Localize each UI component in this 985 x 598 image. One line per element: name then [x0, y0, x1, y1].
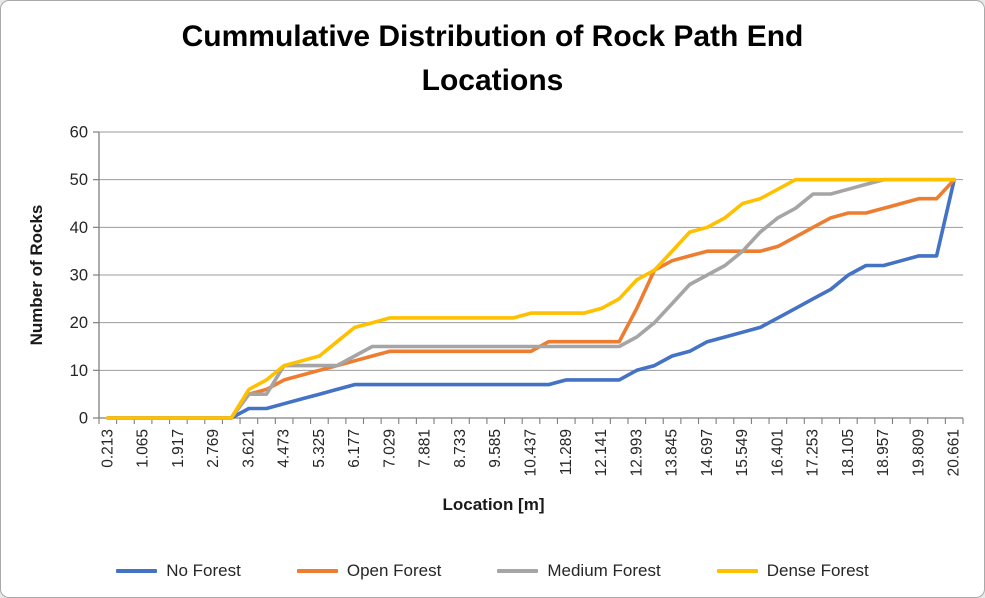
- x-axis-title: Location [m]: [442, 495, 545, 514]
- series-line-open-forest: [106, 177, 957, 420]
- x-tick-label: 15.549: [734, 429, 751, 476]
- x-tick-label: 20.661: [946, 429, 963, 476]
- x-tick-label: 2.769: [205, 429, 222, 468]
- legend-item-no-forest: No Forest: [116, 561, 241, 581]
- y-tick-label: 0: [79, 410, 88, 428]
- legend-item-dense-forest: Dense Forest: [716, 561, 869, 581]
- x-tick-label: 11.289: [558, 429, 575, 475]
- legend-label-no-forest: No Forest: [166, 561, 241, 580]
- series-line-dense-forest: [106, 177, 957, 420]
- x-tick-label: 9.585: [487, 429, 504, 468]
- y-tick-label: 50: [70, 171, 88, 189]
- x-tick-label: 16.401: [769, 429, 786, 476]
- y-tick-label: 10: [70, 362, 88, 380]
- x-tick-label: 8.733: [452, 429, 469, 468]
- x-tick-label: 4.473: [276, 429, 293, 468]
- legend: No Forest Open Forest Medium Forest Dens…: [1, 561, 984, 581]
- legend-swatch-open-forest: [296, 569, 338, 573]
- x-tick-label: 6.177: [346, 429, 363, 468]
- legend-swatch-medium-forest: [497, 569, 539, 573]
- x-tick-label: 5.325: [311, 429, 328, 468]
- y-tick-label: 40: [70, 219, 88, 237]
- x-tick-label: 1.065: [135, 429, 152, 468]
- legend-label-medium-forest: Medium Forest: [547, 561, 661, 580]
- y-tick-label: 30: [70, 267, 88, 285]
- y-tick-label: 60: [70, 124, 88, 142]
- x-tick-label: 19.809: [910, 429, 927, 476]
- x-tick-label: 1.917: [170, 429, 187, 468]
- chart-title: Cummulative Distribution of Rock Path En…: [181, 20, 804, 98]
- series-line-no-forest: [106, 177, 957, 420]
- legend-label-dense-forest: Dense Forest: [766, 561, 869, 580]
- series-line-medium-forest: [106, 177, 957, 420]
- y-tick-label: 20: [70, 314, 88, 332]
- x-tick-label: 12.993: [628, 429, 645, 476]
- x-tick-label: 0.213: [99, 429, 116, 468]
- x-tick-label: 14.697: [699, 429, 716, 476]
- x-tick-label: 18.957: [875, 429, 892, 476]
- x-tick-label: 13.845: [664, 429, 681, 476]
- x-tick-label: 3.621: [240, 429, 257, 468]
- x-tick-label: 7.881: [417, 429, 434, 468]
- x-tick-label: 18.105: [840, 429, 857, 476]
- legend-swatch-no-forest: [116, 569, 158, 573]
- legend-item-open-forest: Open Forest: [296, 561, 442, 581]
- legend-label-open-forest: Open Forest: [346, 561, 442, 580]
- x-tick-label: 10.437: [523, 429, 540, 476]
- legend-item-medium-forest: Medium Forest: [497, 561, 661, 581]
- legend-swatch-dense-forest: [716, 569, 758, 573]
- x-tick-label: 7.029: [381, 429, 398, 468]
- x-tick-label: 17.253: [805, 429, 822, 476]
- x-tick-label: 12.141: [593, 429, 610, 476]
